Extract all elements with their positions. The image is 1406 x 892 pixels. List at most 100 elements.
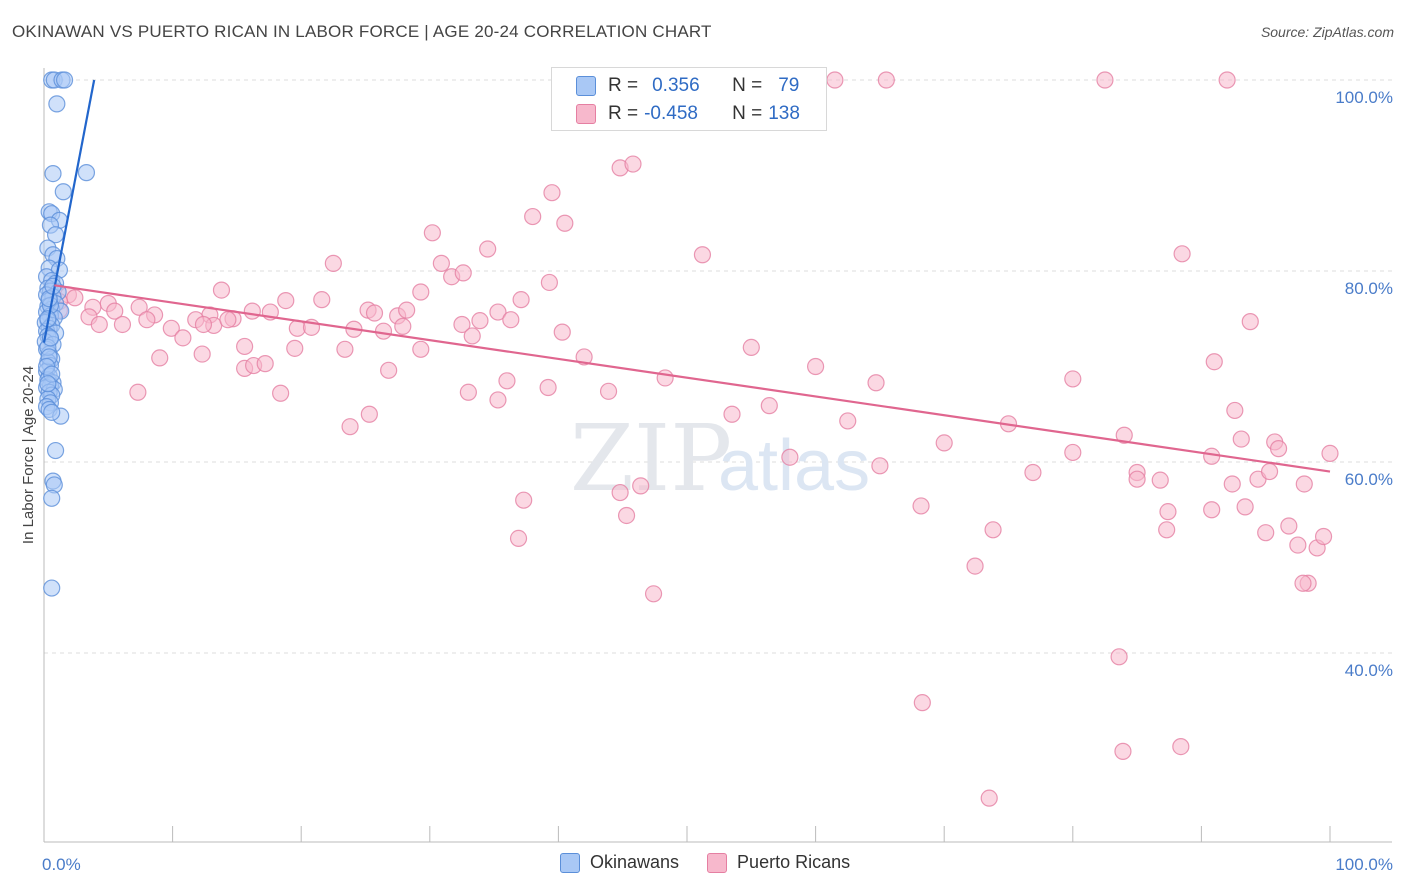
puerto-ricans-point: [423, 224, 441, 242]
puerto-ricans-point: [1203, 501, 1221, 519]
puerto-ricans-point: [543, 184, 561, 202]
puerto-ricans-point: [984, 521, 1002, 539]
puerto-ricans-point: [1203, 447, 1221, 465]
okinawans-point: [55, 71, 74, 89]
puerto-ricans-point: [935, 434, 953, 452]
puerto-ricans-point: [336, 340, 354, 358]
puerto-ricans-point: [454, 264, 472, 282]
puerto-ricans-point: [471, 312, 489, 330]
puerto-ricans-point: [380, 361, 398, 379]
puerto-ricans-point: [1289, 536, 1307, 554]
puerto-ricans-point: [1269, 440, 1288, 458]
puerto-ricans-point: [162, 319, 180, 337]
legend-item-okinawans: Okinawans: [560, 852, 679, 873]
puerto-ricans-point: [912, 497, 930, 515]
puerto-ricans-point: [489, 391, 507, 409]
puerto-ricans-point: [611, 483, 629, 502]
puerto-ricans-point: [277, 292, 295, 310]
puerto-ricans-point: [913, 694, 931, 712]
okinawans-point: [39, 375, 57, 393]
source-label: Source: ZipAtlas.com: [1260, 24, 1394, 40]
puerto-ricans-point: [463, 327, 481, 345]
puerto-ricans-point: [980, 789, 998, 807]
puerto-ricans-point: [1024, 463, 1042, 482]
puerto-ricans-point: [556, 214, 574, 232]
okinawans-legend-swatch: [560, 852, 580, 873]
puerto-ricans-point: [129, 383, 147, 401]
puerto-ricans-point: [272, 384, 290, 402]
puerto-ricans-legend-label: Puerto Ricans: [737, 852, 851, 872]
puerto-ricans-point: [66, 289, 84, 307]
puerto-ricans-point: [1110, 648, 1128, 666]
y-tick-label: 100.0%: [1335, 88, 1393, 107]
puerto-ricans-point: [599, 382, 618, 400]
okinawans-point: [46, 441, 65, 460]
puerto-ricans-point: [1128, 470, 1146, 488]
puerto-ricans-point: [1232, 430, 1250, 448]
puerto-ricans-point: [693, 246, 712, 264]
puerto-ricans-point: [1260, 462, 1279, 481]
y-axis-label: In Labor Force | Age 20-24: [20, 366, 37, 544]
puerto-ricans-point: [313, 291, 331, 309]
puerto-ricans-point: [624, 155, 642, 173]
puerto-ricans-point: [877, 71, 895, 89]
puerto-ricans-point: [1064, 370, 1082, 388]
puerto-ricans-point: [236, 337, 254, 356]
puerto-ricans-point: [512, 291, 530, 309]
puerto-ricans-point: [1223, 475, 1241, 493]
puerto-ricans-point: [412, 340, 430, 358]
okinawans-point: [43, 489, 61, 507]
puerto-ricans-point: [1236, 498, 1254, 516]
axes: [43, 68, 1392, 843]
puerto-ricans-point: [1280, 517, 1298, 535]
puerto-ricans-point: [1151, 471, 1169, 489]
puerto-ricans-point: [498, 372, 516, 390]
puerto-ricans-point: [1114, 742, 1132, 760]
puerto-ricans-point: [617, 506, 636, 525]
r-label: R =: [608, 75, 639, 96]
puerto-ricans-point: [1257, 524, 1275, 542]
x-tick-label: 100.0%: [1335, 855, 1393, 874]
puerto-ricans-point: [1205, 353, 1223, 371]
r-label: R =: [608, 103, 639, 124]
okinawans-swatch: [576, 76, 596, 96]
puerto-ricans-point: [1241, 313, 1259, 331]
n-label: N =: [732, 75, 763, 96]
okinawans-point: [77, 164, 96, 182]
puerto-ricans-point: [515, 491, 533, 509]
puerto-ricans-point: [324, 254, 342, 272]
puerto-ricans-point: [394, 317, 412, 335]
puerto-ricans-point: [412, 283, 430, 301]
puerto-ricans-swatch: [576, 104, 596, 124]
puerto-ricans-point: [509, 529, 528, 548]
puerto-ricans-point: [90, 315, 108, 334]
puerto-ricans-point: [806, 357, 825, 376]
okinawans-point: [43, 579, 61, 597]
y-tick-label: 40.0%: [1345, 661, 1393, 680]
puerto-ricans-point: [489, 303, 507, 321]
puerto-ricans-point: [374, 322, 393, 340]
x-tick-labels: 0.0% 100.0%: [42, 855, 1393, 874]
puerto-ricans-point: [781, 448, 799, 466]
puerto-ricans-point: [193, 345, 211, 363]
stats-legend: R = 0.356 N = 79 R = -0.458 N = 138: [551, 67, 827, 131]
puerto-ricans-point: [524, 207, 542, 226]
puerto-ricans-point: [113, 315, 132, 334]
y-tick-labels: 40.0% 60.0% 80.0% 100.0%: [1335, 88, 1393, 680]
puerto-ricans-point: [174, 329, 192, 347]
puerto-ricans-point: [453, 315, 471, 334]
puerto-ricans-point: [966, 557, 984, 575]
puerto-ricans-point: [644, 585, 663, 603]
puerto-ricans-point: [632, 477, 650, 495]
n-value: 138: [768, 103, 800, 124]
puerto-ricans-point: [1064, 443, 1082, 462]
puerto-ricans-trend-line: [54, 284, 1331, 473]
puerto-ricans-point: [138, 311, 156, 329]
puerto-ricans-point: [871, 457, 889, 475]
okinawans-trend-line: [42, 79, 96, 343]
puerto-ricans-point: [256, 355, 274, 373]
puerto-ricans-point: [1159, 503, 1177, 521]
puerto-ricans-point: [398, 301, 416, 319]
watermark-atlas: atlas: [718, 426, 870, 506]
